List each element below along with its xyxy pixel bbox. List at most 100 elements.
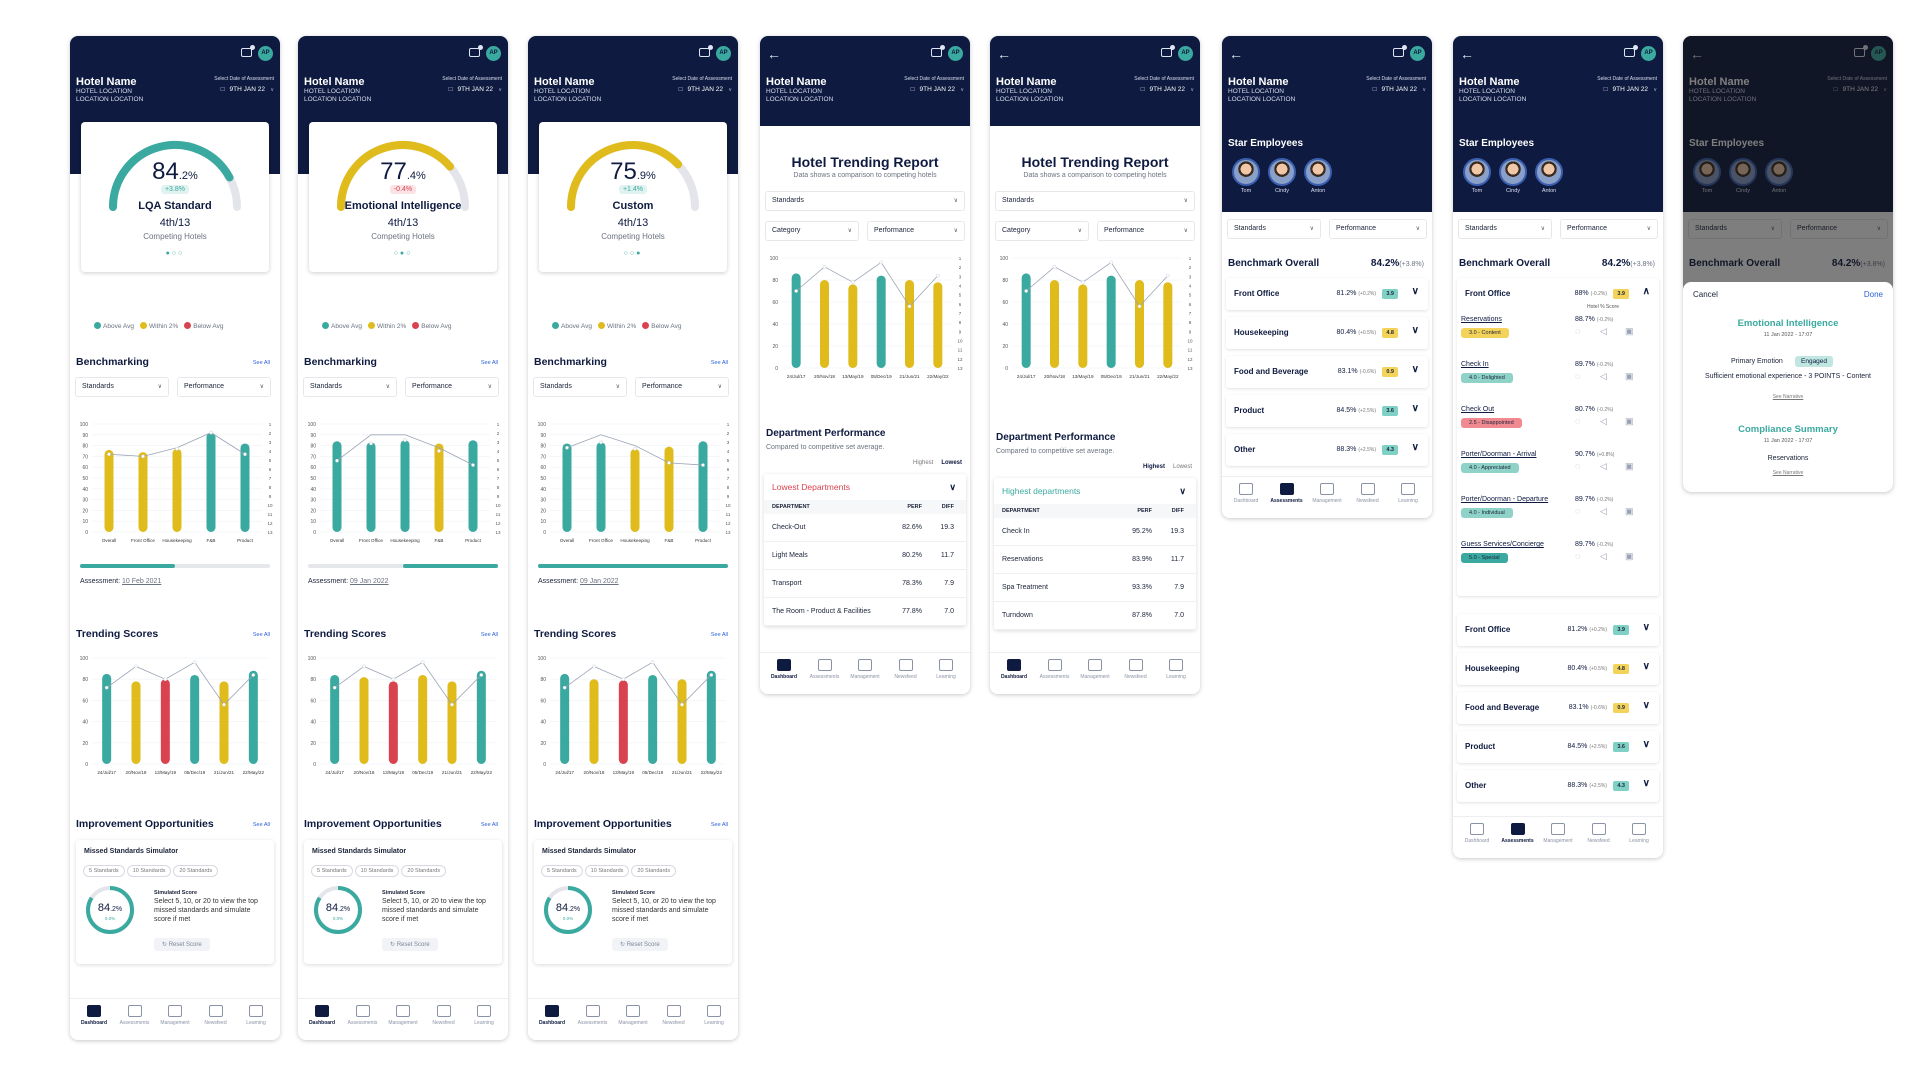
employee-avatar[interactable]: Cindy bbox=[1499, 158, 1527, 194]
nav-dashboard[interactable]: Dashboard bbox=[764, 659, 804, 680]
nav-dashboard[interactable]: Dashboard bbox=[994, 659, 1034, 680]
back-arrow-icon[interactable]: ← bbox=[997, 46, 1011, 62]
date-select[interactable]: 9TH JAN 22 bbox=[1373, 86, 1426, 93]
see-all-link[interactable]: See All bbox=[710, 822, 728, 828]
table-row[interactable]: Transport 78.3% 7.9 bbox=[764, 570, 966, 598]
employee-avatar[interactable]: Tom bbox=[1232, 158, 1260, 194]
audio-icon[interactable]: ◁ bbox=[1600, 551, 1607, 561]
bar[interactable] bbox=[248, 670, 258, 764]
nav-assessments[interactable]: Assessments bbox=[805, 659, 845, 680]
score-gauge-card[interactable]: 75.9% +1.4% Custom 4th/13 Competing Hotels ○○… bbox=[539, 122, 727, 272]
nav-dashboard[interactable]: Dashboard bbox=[302, 1005, 342, 1026]
bar[interactable] bbox=[104, 449, 114, 532]
chevron-down-icon[interactable]: ∨ bbox=[1642, 778, 1650, 789]
employee-avatar[interactable]: Anton bbox=[1535, 158, 1563, 194]
bar[interactable] bbox=[366, 442, 376, 532]
see-all-link[interactable]: See All bbox=[252, 632, 270, 638]
performance-select[interactable]: Performance bbox=[868, 222, 964, 240]
department-card[interactable]: Housekeeping 80.4% (+0.5%) 4.8 ∨ bbox=[1226, 317, 1428, 349]
bar[interactable] bbox=[618, 680, 628, 764]
date-select[interactable]: 9TH JAN 22 bbox=[679, 86, 732, 93]
highest-lowest-toggle[interactable]: Highest Lowest bbox=[912, 460, 962, 466]
image-icon[interactable]: ▣ bbox=[1625, 371, 1634, 381]
chat-icon[interactable] bbox=[469, 45, 483, 57]
table-row[interactable]: Check In 95.2% 19.3 bbox=[994, 518, 1196, 546]
bar[interactable] bbox=[876, 275, 886, 368]
bar[interactable] bbox=[933, 282, 943, 368]
bar[interactable] bbox=[138, 452, 148, 532]
standards-chip[interactable]: 10 Standards bbox=[356, 866, 399, 876]
table-row[interactable]: Spa Treatment 93.3% 7.9 bbox=[994, 574, 1196, 602]
standards-chip[interactable]: 5 Standards bbox=[84, 866, 124, 876]
bar[interactable] bbox=[1050, 280, 1059, 368]
standards-chip[interactable]: 5 Standards bbox=[312, 866, 352, 876]
table-row[interactable]: Check-Out 82.6% 19.3 bbox=[764, 514, 966, 542]
nav-learning[interactable]: Learning bbox=[694, 1005, 734, 1026]
standards-chip[interactable]: 10 Standards bbox=[586, 866, 629, 876]
image-icon[interactable]: ▣ bbox=[1625, 326, 1634, 336]
bar[interactable] bbox=[102, 673, 112, 764]
chevron-down-icon[interactable]: ∨ bbox=[1642, 700, 1650, 711]
back-arrow-icon[interactable]: ← bbox=[767, 46, 781, 62]
done-button[interactable]: Done bbox=[1863, 290, 1883, 299]
see-all-link[interactable]: See All bbox=[480, 822, 498, 828]
audio-icon[interactable]: ◁ bbox=[1600, 371, 1607, 381]
avatar[interactable]: AP bbox=[716, 46, 731, 61]
table-heading[interactable]: Lowest Departments bbox=[764, 474, 966, 500]
avatar[interactable]: AP bbox=[948, 46, 963, 61]
bar[interactable] bbox=[706, 670, 716, 764]
nav-management[interactable]: Management bbox=[1075, 659, 1115, 680]
bar[interactable] bbox=[664, 446, 674, 532]
nav-learning[interactable]: Learning bbox=[926, 659, 966, 680]
comment-icon[interactable]: ◌ bbox=[1575, 416, 1581, 426]
date-select[interactable]: 9TH JAN 22 bbox=[221, 86, 274, 93]
bar[interactable] bbox=[698, 441, 708, 532]
bar[interactable] bbox=[677, 679, 687, 764]
table-row[interactable]: Light Meals 80.2% 11.7 bbox=[764, 542, 966, 570]
sub-department-row[interactable]: Check Out 80.7% (-0.2%) 2.5 - Disappointed… bbox=[1461, 406, 1634, 428]
standards-select[interactable]: Standards bbox=[76, 378, 168, 396]
standards-chip[interactable]: 10 Standards bbox=[128, 866, 171, 876]
bar[interactable] bbox=[206, 432, 216, 532]
nav-learning[interactable]: Learning bbox=[236, 1005, 276, 1026]
bar[interactable] bbox=[905, 280, 914, 368]
nav-assessments[interactable]: Assessments bbox=[1498, 823, 1538, 844]
nav-assessments[interactable]: Assessments bbox=[1035, 659, 1075, 680]
bar[interactable] bbox=[1106, 275, 1116, 368]
cancel-button[interactable]: Cancel bbox=[1693, 290, 1718, 299]
standards-select[interactable]: Standards bbox=[996, 192, 1194, 210]
bar[interactable] bbox=[562, 443, 572, 532]
see-all-link[interactable]: See All bbox=[252, 822, 270, 828]
bar[interactable] bbox=[1135, 280, 1144, 368]
bar[interactable] bbox=[560, 673, 570, 764]
department-card[interactable]: Other 88.3% (+2.5%) 4.3 ∨ bbox=[1457, 770, 1659, 802]
bar[interactable] bbox=[190, 674, 200, 764]
chat-icon[interactable] bbox=[241, 45, 255, 57]
category-select[interactable]: Category bbox=[766, 222, 858, 240]
chat-icon[interactable] bbox=[1161, 45, 1175, 57]
bar[interactable] bbox=[400, 440, 410, 532]
department-card[interactable]: Product 84.5% (+2.5%) 3.6 ∨ bbox=[1226, 395, 1428, 427]
comment-icon[interactable]: ◌ bbox=[1575, 326, 1581, 336]
chat-icon[interactable] bbox=[931, 45, 945, 57]
date-select[interactable]: 9TH JAN 22 bbox=[1604, 86, 1657, 93]
avatar[interactable]: AP bbox=[1410, 46, 1425, 61]
score-gauge-card[interactable]: 77.4% -0.4% Emotional Intelligence 4th/13 Co… bbox=[309, 122, 497, 272]
bar[interactable] bbox=[1078, 284, 1088, 368]
performance-select[interactable]: Performance bbox=[1561, 220, 1657, 238]
standards-select[interactable]: Standards bbox=[304, 378, 396, 396]
employee-avatar[interactable]: Anton bbox=[1304, 158, 1332, 194]
audio-icon[interactable]: ◁ bbox=[1600, 416, 1607, 426]
bar[interactable] bbox=[172, 448, 182, 532]
chevron-down-icon[interactable]: ∨ bbox=[1642, 661, 1650, 672]
sub-department-row[interactable]: Guess Services/Concierge 89.7% (-0.2%) 5.0… bbox=[1461, 541, 1634, 563]
chevron-down-icon[interactable]: ∨ bbox=[1411, 403, 1419, 414]
carousel-dots[interactable]: ●○○ bbox=[165, 250, 185, 257]
see-all-link[interactable]: See All bbox=[252, 360, 270, 366]
see-narrative-link[interactable]: See Narrative bbox=[1772, 394, 1804, 400]
bar[interactable] bbox=[589, 679, 599, 764]
nav-learning[interactable]: Learning bbox=[1388, 483, 1428, 504]
sub-department-row[interactable]: Porter/Doorman - Arrival 90.7% (+0.8%) 4.0… bbox=[1461, 451, 1634, 473]
standards-select[interactable]: Standards bbox=[534, 378, 626, 396]
chevron-down-icon[interactable]: ∨ bbox=[1411, 325, 1419, 336]
